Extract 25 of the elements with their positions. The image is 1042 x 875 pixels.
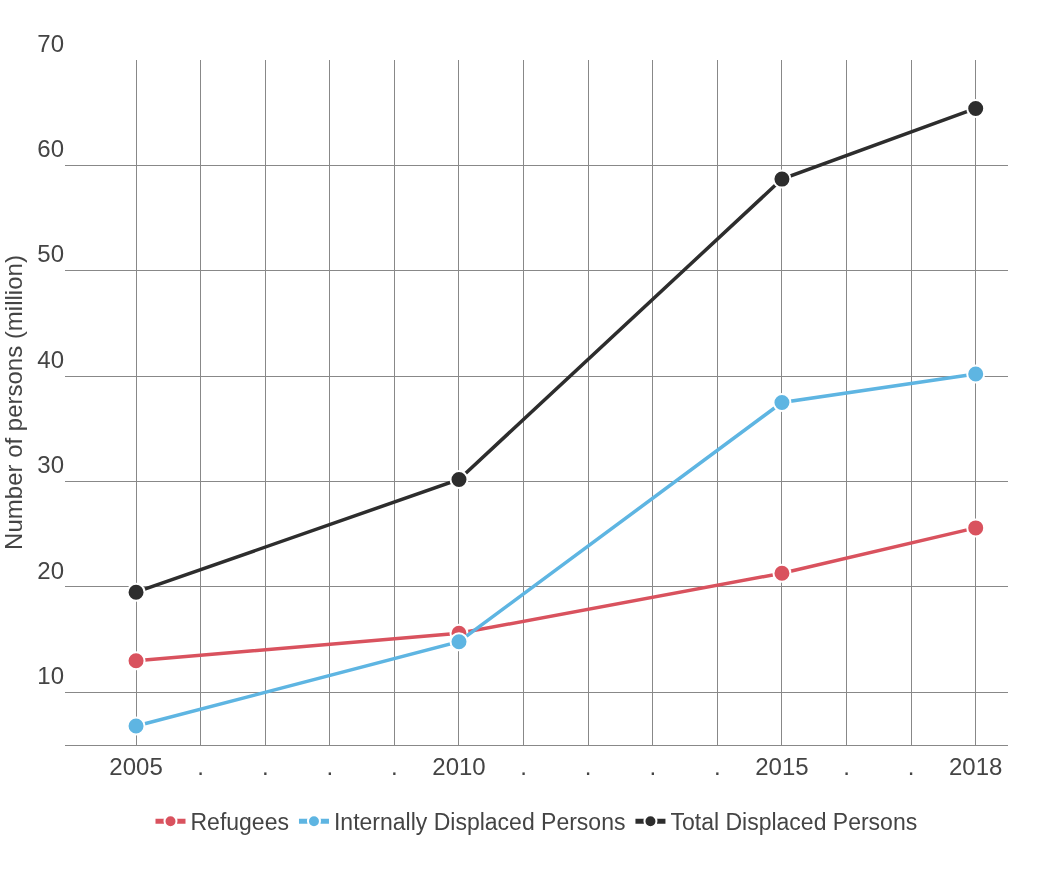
- y-tick-label: 40: [37, 345, 64, 373]
- x-tick-label: .: [714, 752, 721, 780]
- x-tick-label: .: [649, 752, 657, 780]
- x-tick-label: .: [261, 752, 269, 780]
- legend-label: Refugees: [190, 809, 289, 836]
- x-tick-label: 2018: [949, 752, 1003, 780]
- legend-label: Total Displaced Persons: [670, 809, 918, 836]
- x-tick-label: .: [391, 752, 398, 780]
- x-tick-label: 2015: [755, 752, 809, 780]
- x-tick-label: 2005: [109, 752, 163, 780]
- legend-label: Internally Displaced Persons: [333, 809, 626, 836]
- x-tick-label: .: [843, 752, 850, 780]
- y-tick-label: 50: [37, 240, 64, 268]
- y-tick-label: 70: [37, 29, 64, 57]
- y-tick-label: 10: [37, 661, 64, 689]
- y-tick-label: 60: [37, 134, 64, 162]
- x-tick-label: .: [584, 752, 592, 780]
- x-tick-label: 2010: [432, 752, 486, 780]
- x-tick-label: .: [197, 752, 204, 780]
- x-tick-label: .: [907, 752, 915, 780]
- x-tick-label: .: [520, 752, 527, 780]
- y-tick-label: 20: [37, 556, 64, 584]
- y-axis-title: Number of persons (million): [0, 255, 27, 550]
- y-tick-label: 30: [37, 451, 64, 479]
- x-tick-label: .: [326, 752, 334, 780]
